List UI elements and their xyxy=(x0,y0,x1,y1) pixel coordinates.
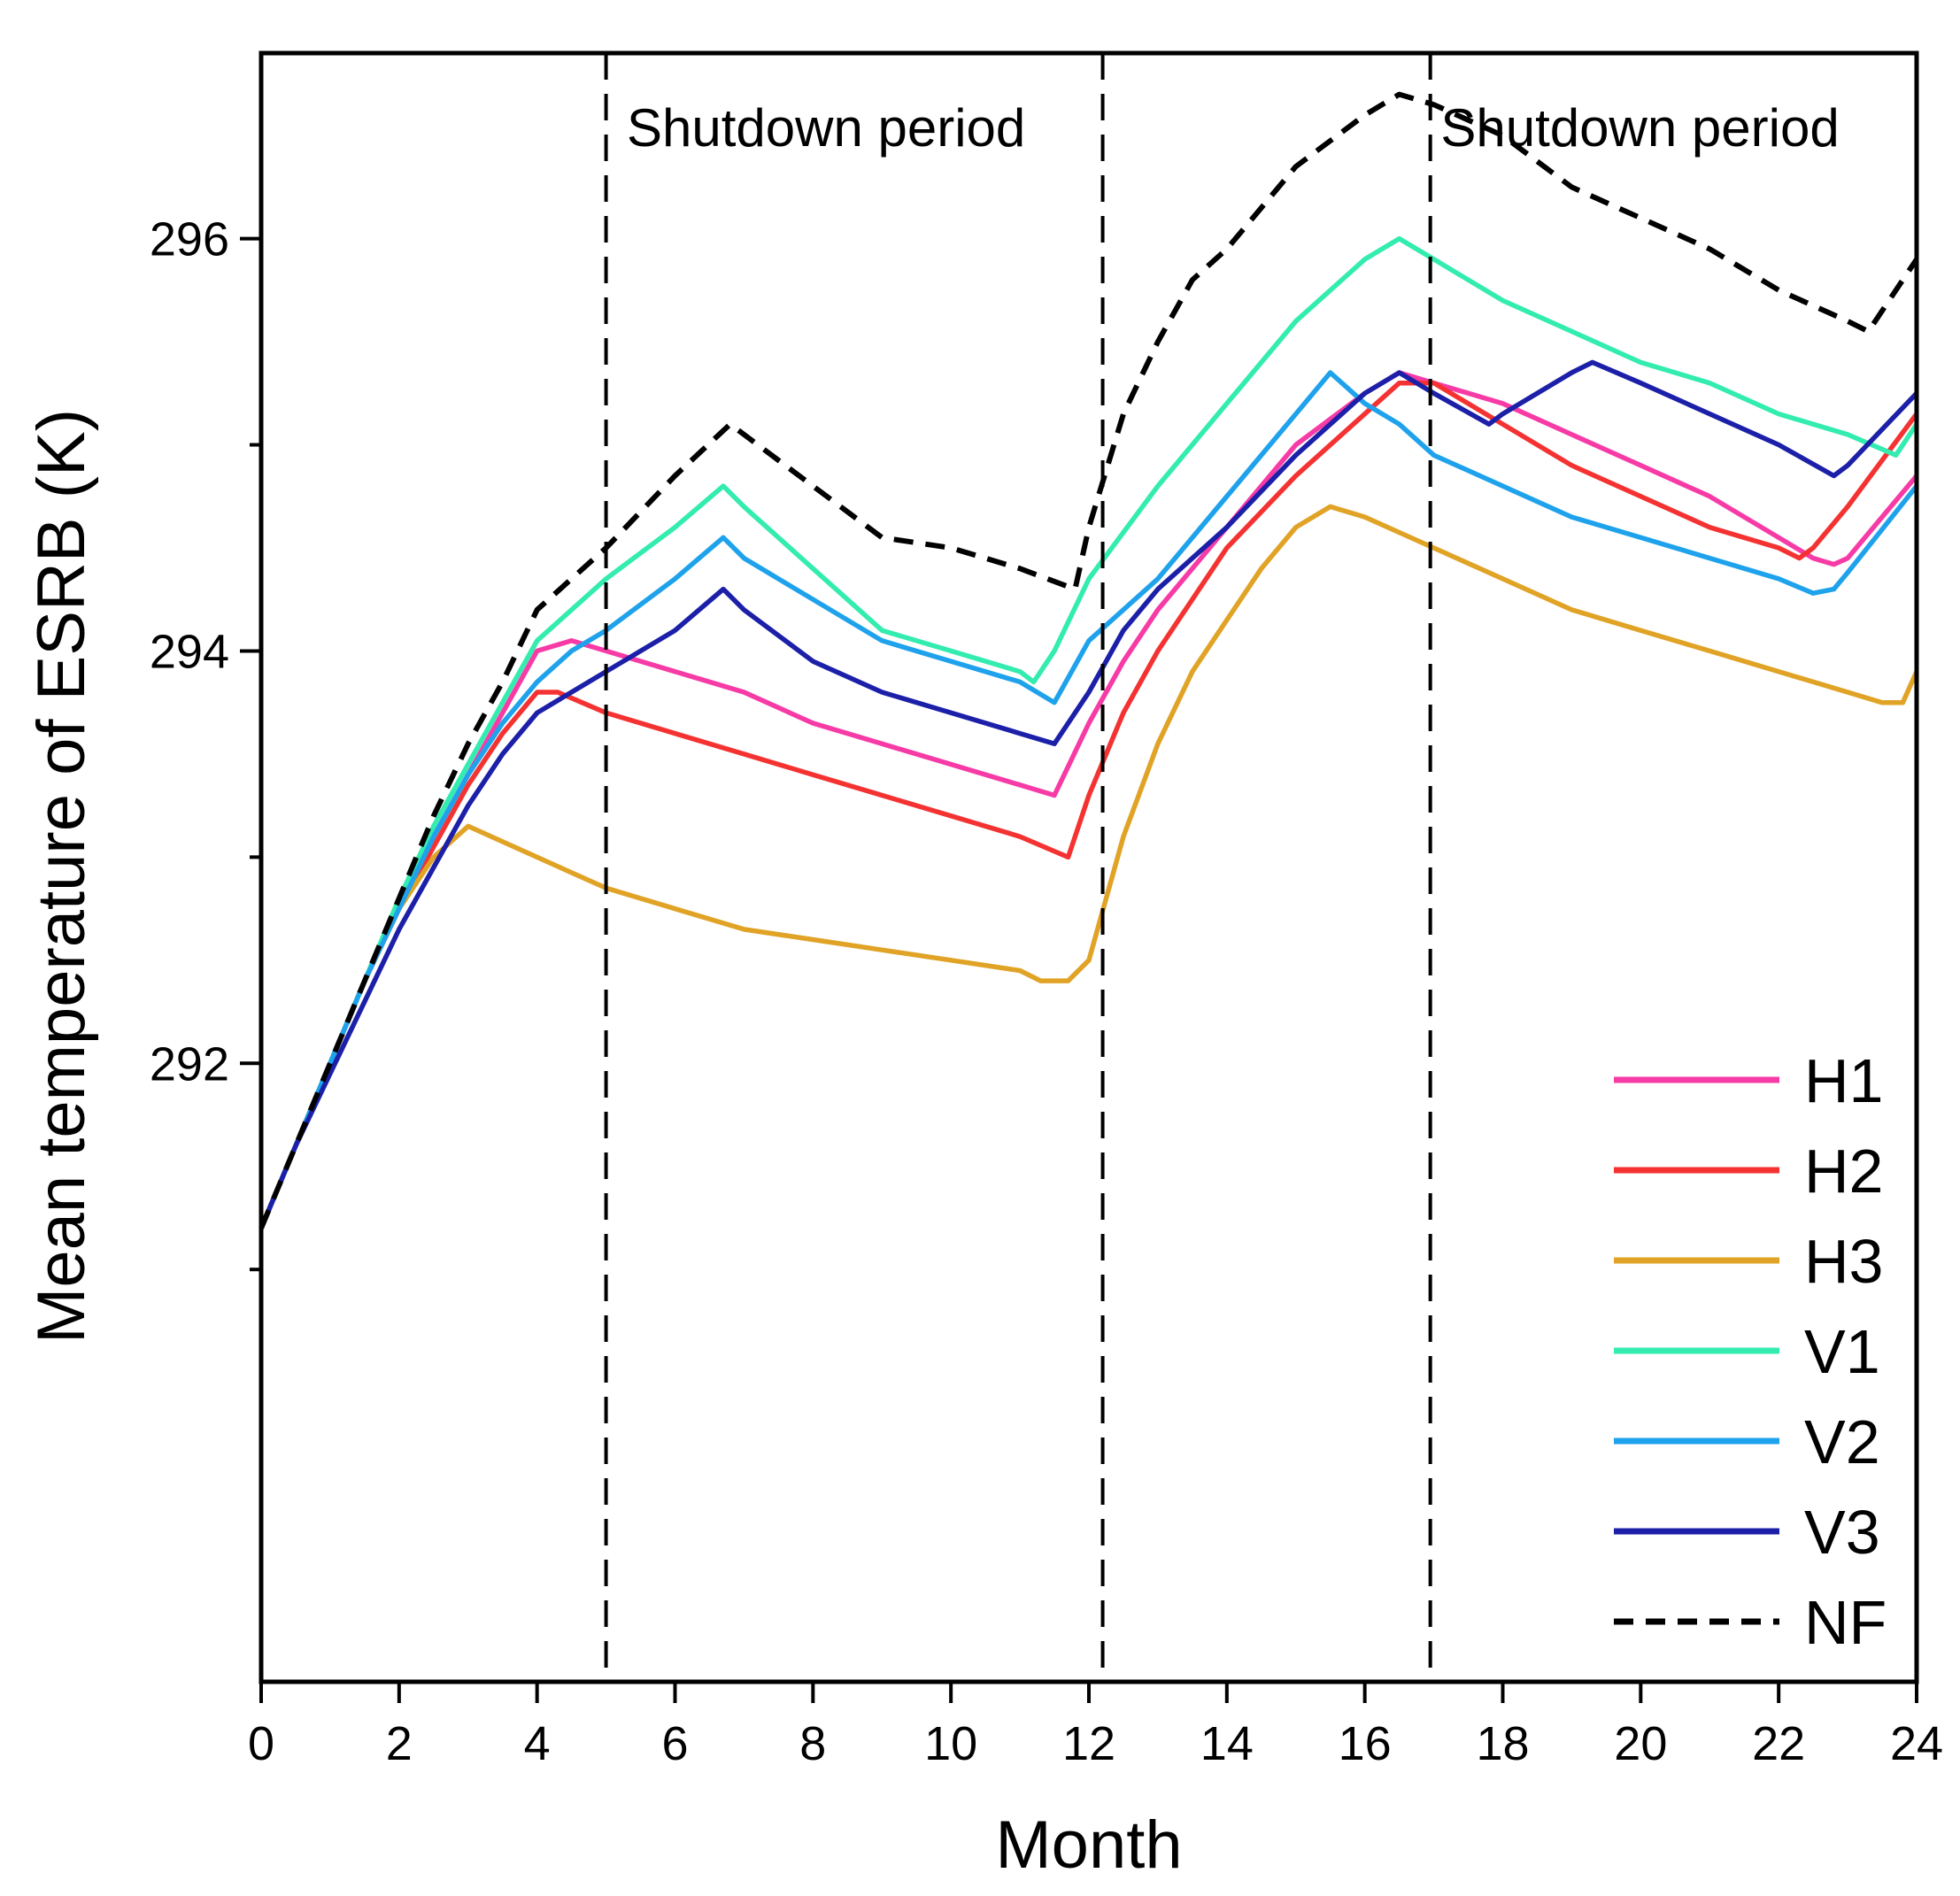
shutdown-period-label: Shutdown period xyxy=(627,98,1025,158)
x-tick-label: 0 xyxy=(248,1717,274,1770)
series-layer xyxy=(259,91,1919,1229)
legend-label-h2: H2 xyxy=(1804,1137,1883,1206)
series-line-v3 xyxy=(259,359,1918,1229)
y-axis: 292 294 296 xyxy=(150,213,261,1272)
shutdown-period-label: Shutdown period xyxy=(1440,98,1839,158)
legend-label-h1: H1 xyxy=(1804,1046,1883,1115)
legend: H1 H2 H3 V1 V2 V3 NF xyxy=(1614,1046,1887,1657)
series-line-h3 xyxy=(259,504,1919,1229)
series-line-h2 xyxy=(259,380,1919,1229)
y-tick-label: 294 xyxy=(150,625,229,678)
x-tick-label: 20 xyxy=(1614,1717,1667,1770)
period-dividers xyxy=(604,53,1432,1682)
legend-label-v1: V1 xyxy=(1804,1317,1880,1386)
x-tick-label: 6 xyxy=(661,1717,688,1770)
legend-label-v3: V3 xyxy=(1804,1498,1880,1567)
x-tick-label: 4 xyxy=(524,1717,551,1770)
x-tick-label: 24 xyxy=(1890,1717,1943,1770)
x-axis: 0 2 4 6 8 10 12 14 16 18 20 22 24 xyxy=(248,1682,1943,1770)
x-tick-label: 18 xyxy=(1476,1717,1529,1770)
x-tick-label: 22 xyxy=(1752,1717,1805,1770)
legend-label-v2: V2 xyxy=(1804,1407,1880,1476)
x-tick-label: 8 xyxy=(799,1717,826,1770)
series-line-v1 xyxy=(259,235,1919,1229)
x-tick-label: 14 xyxy=(1200,1717,1254,1770)
x-tick-label: 2 xyxy=(386,1717,413,1770)
series-line-v2 xyxy=(259,370,1919,1229)
y-tick-label: 292 xyxy=(150,1037,229,1091)
y-tick-label: 296 xyxy=(150,213,229,266)
x-tick-label: 16 xyxy=(1339,1717,1392,1770)
annotations: Shutdown period Shutdown period xyxy=(627,98,1840,158)
y-axis-title: Mean temperature of ESRB (K) xyxy=(24,409,99,1344)
legend-label-h3: H3 xyxy=(1804,1227,1883,1296)
x-tick-label: 12 xyxy=(1062,1717,1115,1770)
x-tick-label: 10 xyxy=(924,1717,977,1770)
legend-label-nf: NF xyxy=(1804,1588,1887,1657)
series-line-nf xyxy=(259,91,1919,1229)
x-axis-title: Month xyxy=(995,1807,1182,1883)
